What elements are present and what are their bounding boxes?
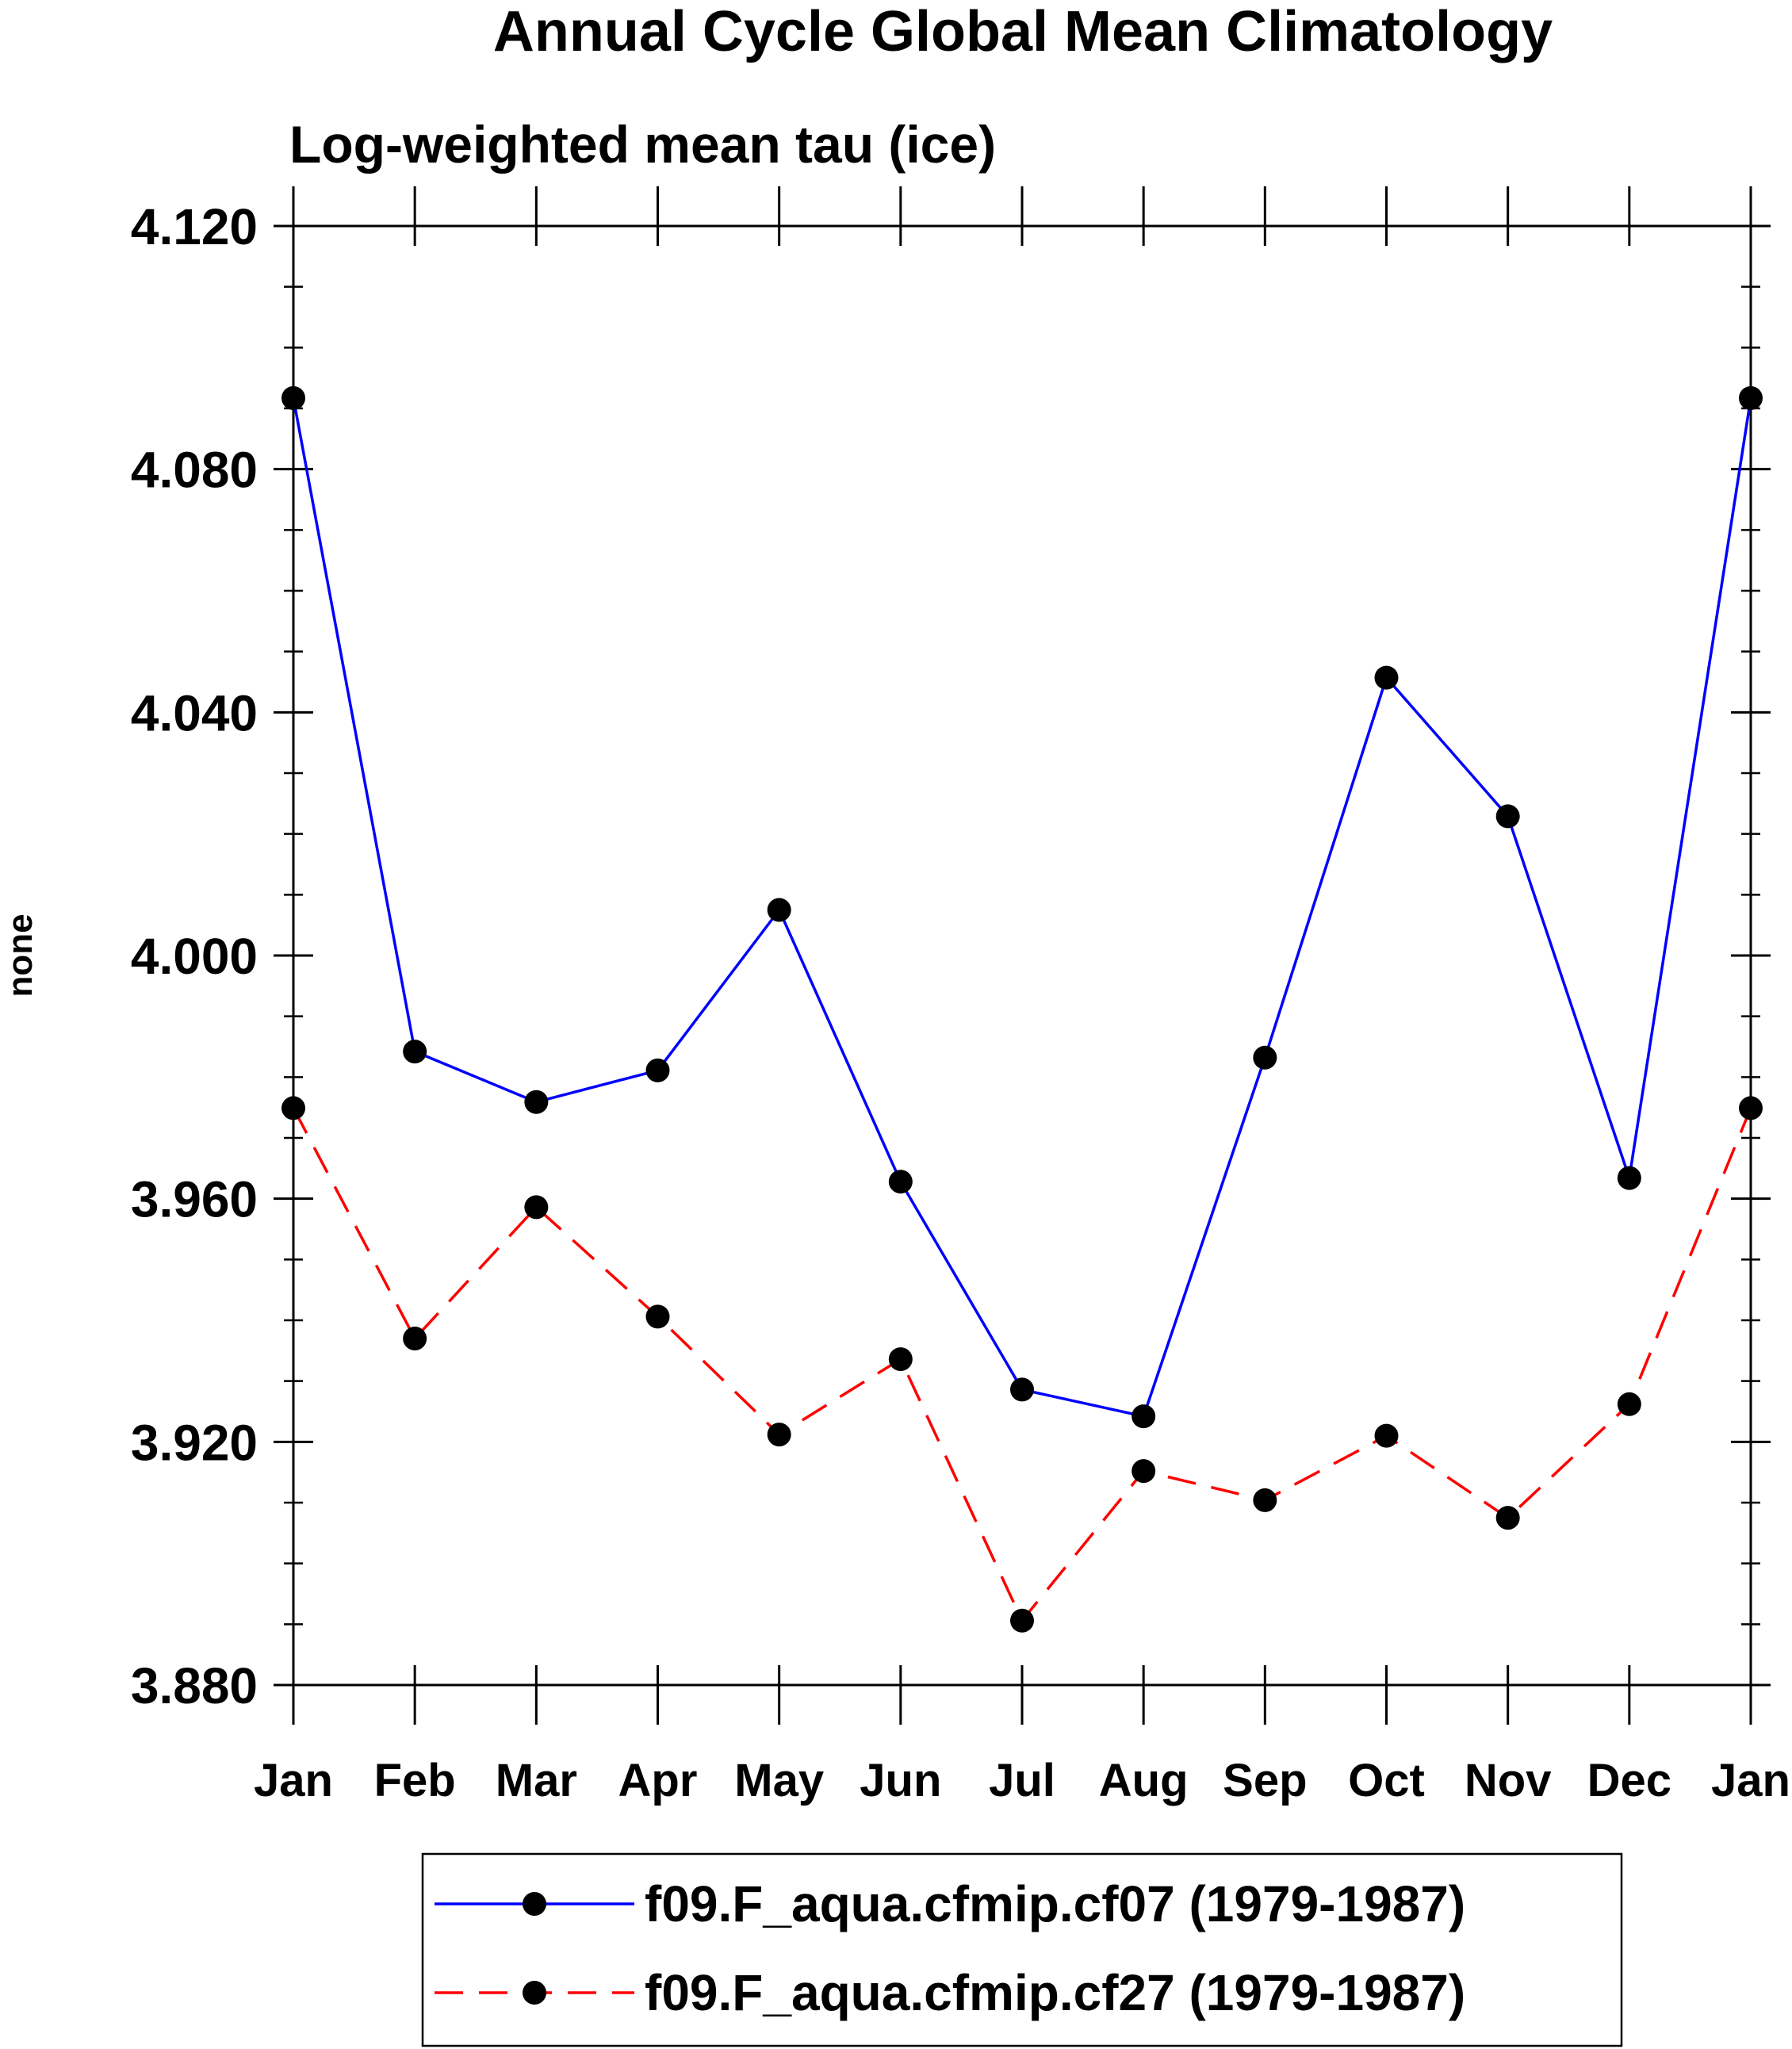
data-point-series-0 — [524, 1090, 549, 1114]
x-tick-label: Oct — [1348, 1755, 1425, 1806]
data-point-series-1 — [645, 1304, 670, 1329]
legend-box — [421, 1852, 1623, 2047]
legend-swatch-marker-cf27 — [523, 1981, 546, 2005]
y-tick-label: 3.960 — [131, 1171, 258, 1228]
data-point-series-0 — [767, 898, 791, 922]
y-tick-label: 4.120 — [131, 198, 258, 255]
data-point-series-1 — [888, 1347, 913, 1372]
y-tick-label: 4.000 — [131, 928, 258, 985]
y-tick-label: 3.880 — [131, 1657, 258, 1714]
x-tick-label: Jan — [254, 1755, 333, 1806]
data-point-series-0 — [1374, 665, 1399, 690]
legend: f09.F_aqua.cfmip.cf07 (1979-1987) f09.F_… — [421, 1852, 1623, 2047]
x-tick-label: Feb — [374, 1755, 456, 1806]
x-tick-label: Nov — [1465, 1755, 1552, 1806]
x-tick-label: Jan — [1711, 1755, 1790, 1806]
y-tick-labels: 3.880 3.920 3.960 4.000 4.040 4.080 4.120 — [131, 198, 258, 1714]
data-point-series-1 — [767, 1423, 791, 1447]
x-tick-labels: Jan Feb Mar Apr May Jun Jul Aug Sep Oct Nov Dec Jan — [254, 1755, 1790, 1806]
x-tick-label: Aug — [1099, 1755, 1189, 1806]
legend-label-cf27: f09.F_aqua.cfmip.cf27 (1979-1987) — [645, 1964, 1465, 2021]
data-point-series-1 — [1010, 1608, 1034, 1633]
data-point-series-1 — [1495, 1506, 1520, 1530]
data-point-series-0 — [281, 385, 305, 410]
y-axis-label: none — [1, 913, 40, 997]
data-point-series-0 — [1131, 1404, 1156, 1429]
data-point-series-0 — [403, 1040, 427, 1064]
data-point-series-0 — [645, 1058, 670, 1082]
x-tick-label: Jul — [989, 1755, 1055, 1806]
data-point-series-0 — [1495, 804, 1520, 829]
data-point-series-1 — [524, 1195, 549, 1220]
plot-frame — [292, 224, 1752, 1687]
data-point-series-1 — [1617, 1392, 1641, 1416]
x-tick-label: Jun — [860, 1755, 941, 1806]
x-tick-label: Dec — [1587, 1755, 1671, 1806]
y-tick-label: 3.920 — [131, 1414, 258, 1471]
data-point-series-1 — [1739, 1096, 1763, 1120]
chart-subtitle: Log-weighted mean tau (ice) — [289, 115, 996, 174]
data-point-series-1 — [1131, 1459, 1156, 1484]
x-tick-label: May — [734, 1755, 824, 1806]
data-point-series-0 — [1739, 385, 1763, 410]
data-point-series-0 — [888, 1170, 913, 1194]
data-point-series-1 — [281, 1096, 305, 1120]
x-tick-label: Mar — [496, 1755, 577, 1806]
data-point-series-1 — [403, 1327, 427, 1350]
chart-title: Annual Cycle Global Mean Climatology — [493, 0, 1553, 63]
series-markers — [281, 385, 1763, 1633]
x-tick-label: Apr — [618, 1755, 698, 1806]
legend-swatch-marker-cf07 — [523, 1892, 546, 1916]
series-line-1 — [292, 1107, 1752, 1623]
data-point-series-0 — [1617, 1166, 1641, 1190]
data-point-series-1 — [1374, 1423, 1399, 1448]
data-point-series-0 — [1010, 1377, 1034, 1402]
axis-ticks — [274, 186, 1771, 1725]
series-line-0 — [292, 397, 1752, 1419]
y-tick-label: 4.080 — [131, 442, 258, 499]
series-lines — [292, 397, 1752, 1623]
legend-label-cf07: f09.F_aqua.cfmip.cf07 (1979-1987) — [645, 1875, 1465, 1932]
data-point-series-0 — [1253, 1045, 1277, 1070]
x-tick-label: Sep — [1223, 1755, 1307, 1806]
data-point-series-1 — [1253, 1488, 1277, 1512]
y-tick-label: 4.040 — [131, 684, 258, 741]
